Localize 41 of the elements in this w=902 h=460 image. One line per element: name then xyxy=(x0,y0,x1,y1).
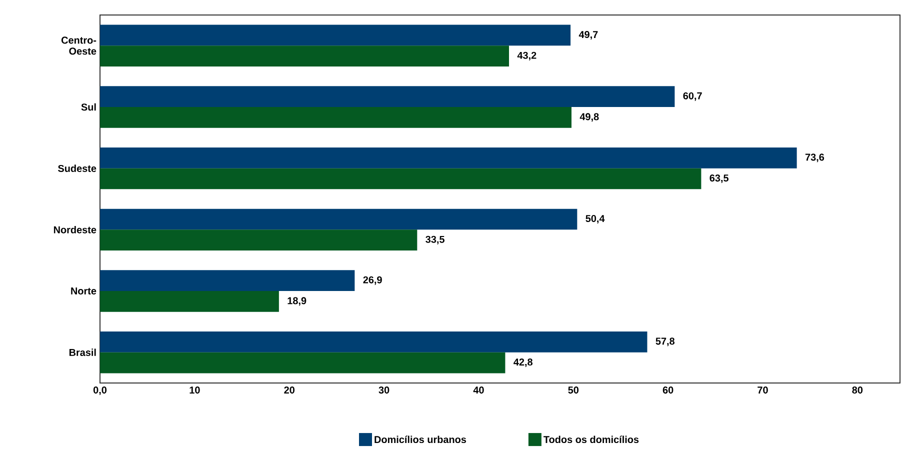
x-tick-label: 40 xyxy=(473,386,484,394)
bar xyxy=(100,147,797,168)
data-label: 63,5 xyxy=(710,174,729,184)
data-label: 57,8 xyxy=(656,338,675,346)
y-tick-label: Centro-Oeste xyxy=(61,36,96,55)
y-tick-label: Nordeste xyxy=(54,226,96,234)
bar xyxy=(100,270,355,291)
x-tick-label: 50 xyxy=(568,386,579,394)
x-tick-label: 20 xyxy=(284,386,294,394)
legend-label: Todos os domicílios xyxy=(544,436,639,444)
x-tick-label: 30 xyxy=(378,386,390,394)
y-tick-label: Sul xyxy=(81,103,96,111)
data-label: 49,8 xyxy=(580,113,599,122)
x-tick-label: 10 xyxy=(190,386,200,394)
data-label: 73,6 xyxy=(805,154,824,162)
bar xyxy=(100,24,571,46)
y-tick-label: Norte xyxy=(71,288,96,294)
legend-label: Domicílios urbanos xyxy=(374,436,466,444)
x-tick-label: 70 xyxy=(758,386,768,394)
data-label: 50,4 xyxy=(586,214,605,224)
x-tick-label: 80 xyxy=(852,386,863,394)
data-label: 43,2 xyxy=(517,52,536,60)
bar xyxy=(100,208,578,230)
data-label: 26,9 xyxy=(363,276,382,285)
bar xyxy=(100,352,506,374)
bar xyxy=(100,46,510,67)
bar xyxy=(100,331,648,352)
bar xyxy=(100,86,675,107)
data-label: 60,7 xyxy=(683,92,702,101)
bar xyxy=(100,106,572,128)
data-label: 42,8 xyxy=(514,358,532,368)
data-label: 18,9 xyxy=(288,297,306,306)
data-label: 49,7 xyxy=(578,30,598,40)
bar xyxy=(100,168,702,190)
x-tick-label: 0,0 xyxy=(93,386,107,396)
y-tick-label: Sudeste xyxy=(58,164,96,172)
bar xyxy=(100,291,279,312)
data-label: 33,5 xyxy=(426,236,444,244)
y-tick-label: Brasil xyxy=(69,348,96,356)
x-tick-label: 60 xyxy=(662,386,674,394)
bar xyxy=(100,230,418,251)
